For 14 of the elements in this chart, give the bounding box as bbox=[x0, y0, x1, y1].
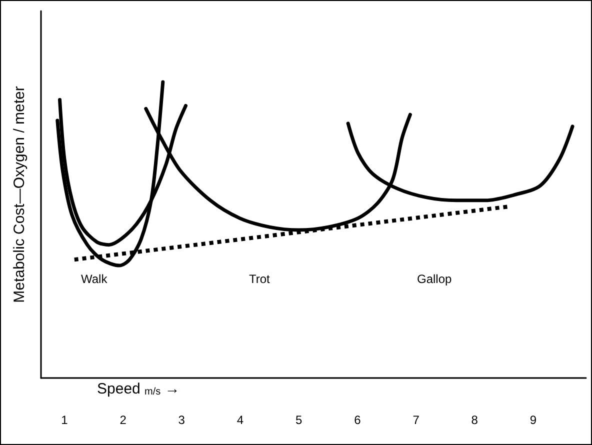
x-tick-label: 5 bbox=[296, 413, 303, 427]
annotation: Gallop bbox=[417, 272, 452, 286]
annotation: Trot bbox=[249, 272, 271, 286]
annotation: Walk bbox=[81, 272, 108, 286]
x-tick-label: 2 bbox=[120, 413, 127, 427]
x-axis-title: Speed m/s → bbox=[97, 380, 180, 398]
x-tick-label: 7 bbox=[412, 413, 420, 427]
y-axis-title: Metabolic Cost—Oxygen / meter bbox=[11, 86, 28, 303]
x-tick-label: 9 bbox=[530, 413, 537, 427]
x-tick-label: 4 bbox=[236, 413, 244, 427]
x-tick-label: 1 bbox=[61, 413, 68, 427]
x-tick-label: 3 bbox=[178, 413, 186, 427]
x-tick-label: 6 bbox=[354, 413, 362, 427]
x-tick-label: 8 bbox=[471, 413, 478, 427]
